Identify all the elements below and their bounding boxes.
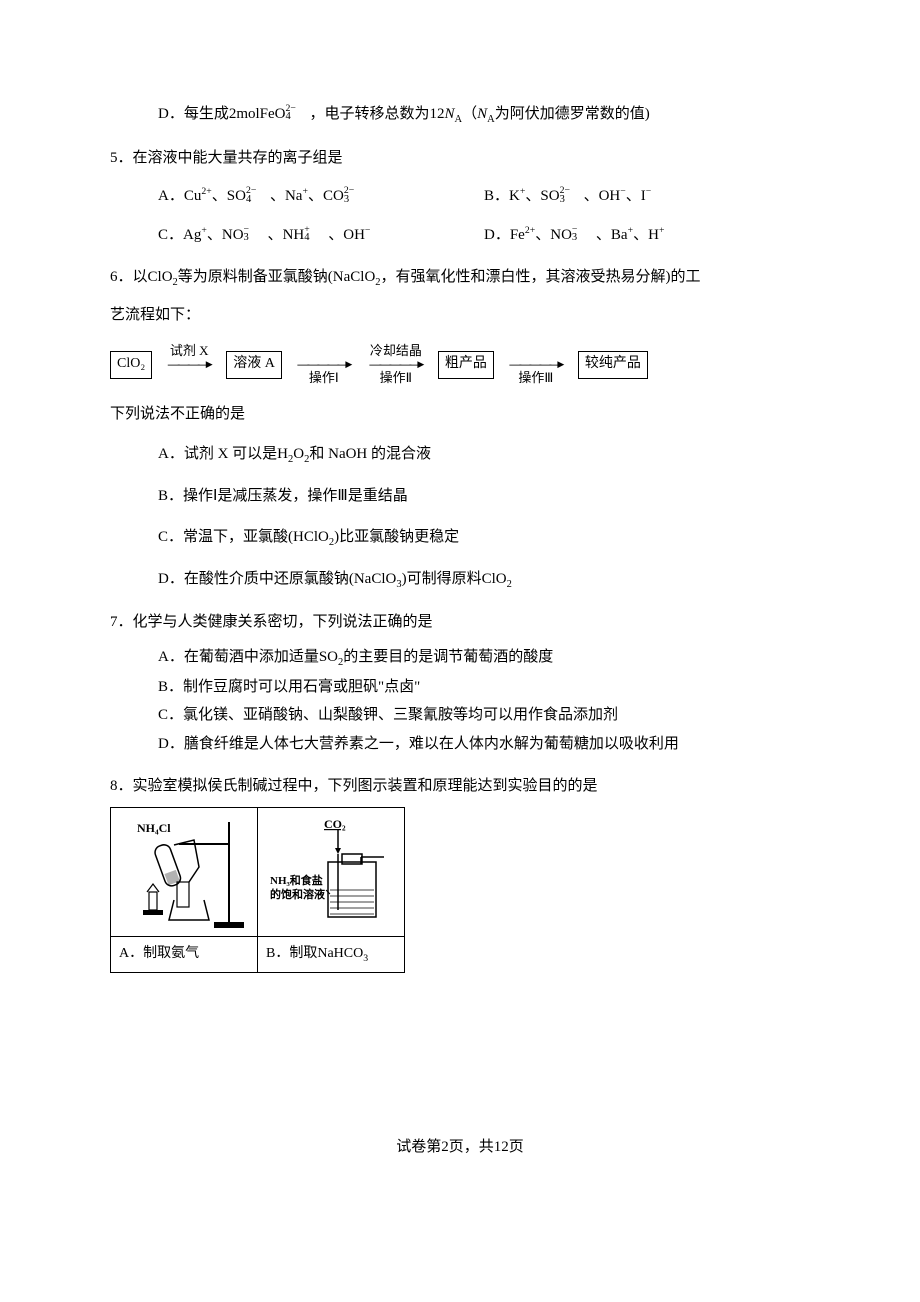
flow-node-clo2: ClO₂ [110,351,152,379]
flow-arrow-4: ————— 操作Ⅲ [496,344,576,386]
flow-arrow-2: ————— 操作Ⅰ [284,344,364,386]
flow-arrow-1: 试剂 X ———— [154,344,224,386]
q6-flowchart: ClO₂ 试剂 X ———— 溶液 A ————— 操作Ⅰ 冷却结晶 —————… [110,344,810,386]
text: D．每生成 [158,106,229,122]
q6-option-d: D．在酸性介质中还原氯酸钠(NaClO3)可制得原料ClO2 [158,565,810,595]
svg-text:NH₃和食盐: NH₃和食盐 [270,873,323,887]
flow-node-pure: 较纯产品 [578,351,648,379]
flow-arrow-3: 冷却结晶 ————— 操作Ⅱ [356,344,436,386]
q6-stem: 6．以ClO2等为原料制备亚氯酸钠(NaClO2，有强氧化性和漂白性，其溶液受热… [110,263,810,293]
flow-node-solution-a: 溶液 A [226,351,282,379]
q5-option-d: D．Fe2+、NO−3、Ba+、H+ [484,221,810,250]
q6-stem-line2: 艺流程如下： [110,301,810,330]
q5-row1: A．Cu2+、SO2−4、Na+、CO2−3 B．K+、SO2−3、OH−、I− [158,182,810,211]
q8-cell-b-diagram: CO₂ NH₃和食盐 的饱和溶液 [258,807,405,936]
apparatus-a-icon: NH₄Cl [119,812,249,932]
q5-option-c: C．Ag+、NO−3、NH+4、OH− [158,221,484,250]
q8-stem: 8．实验室模拟侯氏制碱过程中，下列图示装置和原理能达到实验目的的是 [110,772,810,801]
value: 12 [430,106,445,122]
q8-table: NH₄Cl [110,807,405,973]
text: ，电子转移总数为 [310,106,430,122]
svg-text:的饱和溶液: 的饱和溶液 [270,887,326,901]
q8-cell-a-diagram: NH₄Cl [111,807,258,936]
q5-stem: 5．在溶液中能大量共存的离子组是 [110,144,810,173]
q6-option-c: C．常温下，亚氯酸(HClO2)比亚氯酸钠更稳定 [158,523,810,553]
q6-option-a: A．试剂 X 可以是H2O2和 NaOH 的混合液 [158,440,810,470]
q7-stem: 7．化学与人类健康关系密切，下列说法正确的是 [110,608,810,637]
q7-option-a: A．在葡萄酒中添加适量SO2的主要目的是调节葡萄酒的酸度 [158,643,810,673]
svg-text:CO₂: CO₂ [324,817,346,831]
formula: 2molFeO [229,106,286,122]
q5-option-a: A．Cu2+、SO2−4、Na+、CO2−3 [158,182,484,211]
q6-lead: 下列说法不正确的是 [110,400,810,429]
q5-row2: C．Ag+、NO−3、NH+4、OH− D．Fe2+、NO−3、Ba+、H+ [158,221,810,250]
ion-charge: 2−4 [286,107,310,122]
flow-node-crude: 粗产品 [438,351,494,379]
q4-option-d: D．每生成2molFeO2−4，电子转移总数为12NA（NA为阿伏加德罗常数的值… [158,100,810,130]
q6-option-b: B．操作Ⅰ是减压蒸发，操作Ⅲ是重结晶 [158,482,810,511]
q7-option-d: D．膳食纤维是人体七大营养素之一，难以在人体内水解为葡萄糖加以吸收利用 [158,730,810,759]
apparatus-b-icon: CO₂ NH₃和食盐 的饱和溶液 [266,812,396,932]
q5-option-b: B．K+、SO2−3、OH−、I− [484,182,810,211]
q8-caption-a: A．制取氨气 [111,936,258,972]
q7-option-c: C．氯化镁、亚硝酸钠、山梨酸钾、三聚氰胺等均可以用作食品添加剂 [158,701,810,730]
q8-caption-b: B．制取NaHCO3 [258,936,405,972]
na: N [445,106,455,122]
svg-text:NH₄Cl: NH₄Cl [137,821,171,835]
q7-option-b: B．制作豆腐时可以用石膏或胆矾"点卤" [158,673,810,702]
page-footer: 试卷第2页，共12页 [110,1133,810,1162]
